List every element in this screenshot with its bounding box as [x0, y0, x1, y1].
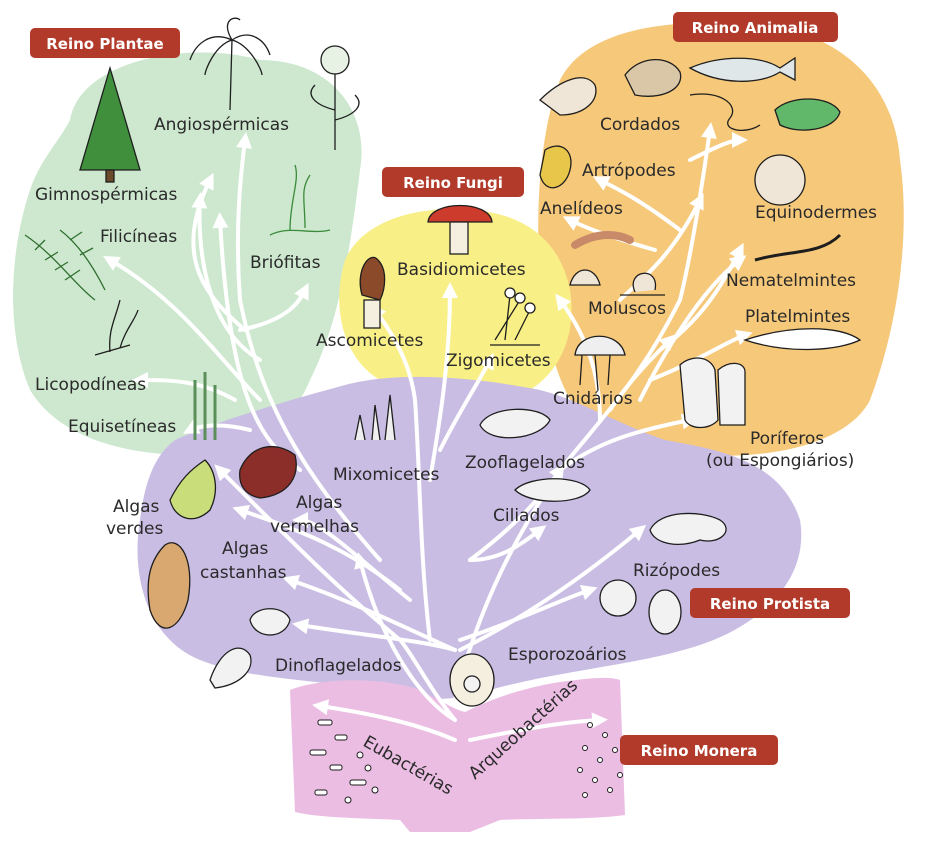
shell-illustration: [569, 269, 601, 286]
ciliate-illustration: [514, 478, 591, 502]
morel-stem-illustration: [363, 299, 381, 329]
badge-fungi: Reino Fungi: [382, 167, 524, 197]
label-anelideos: Anelídeos: [540, 199, 623, 219]
amoeba-illustration: [649, 512, 727, 545]
dinoflagellate-illustration: [209, 647, 252, 689]
flowering-plant-stem: [310, 74, 360, 150]
palm-illustration: [189, 17, 271, 111]
label-cordados: Cordados: [600, 115, 680, 135]
morel-illustration: [359, 256, 386, 301]
badge-monera-label: Reino Monera: [641, 742, 758, 760]
label-artropodes: Artrópodes: [582, 161, 676, 181]
fungi-organisms: [359, 204, 540, 346]
jellyfish-illustration: [574, 335, 626, 391]
label-algas-castanhas-2: castanhas: [200, 563, 287, 583]
monera-organisms: [309, 719, 623, 804]
label-esporozoarios: Esporozoários: [508, 645, 627, 665]
flower-illustration: [320, 45, 350, 75]
region-monera: [290, 677, 625, 832]
flatworm-illustration: [742, 328, 862, 351]
red-algae-illustration: [239, 446, 297, 499]
frog-illustration: [774, 98, 841, 131]
fish-illustration: [688, 56, 796, 82]
animalia-organisms: [539, 56, 862, 429]
zooflagellate-illustration: [479, 408, 551, 439]
mushroom-cap-illustration: [427, 204, 493, 223]
label-algas-vermelhas-2: vermelhas: [270, 517, 359, 537]
snake-illustration: [689, 93, 761, 131]
bee-illustration: [539, 145, 572, 189]
zygomycete-illustration: [490, 294, 540, 346]
radiolarian-illustration: [599, 579, 637, 617]
label-filicineas: Filicíneas: [100, 227, 177, 247]
mouse-illustration: [624, 59, 682, 97]
label-moluscos: Moluscos: [588, 299, 666, 319]
label-equisetineas: Equisetíneas: [68, 417, 176, 437]
sea-urchin-illustration: [754, 154, 806, 206]
badge-plantae: Reino Plantae: [30, 28, 180, 58]
snail-illustration: [620, 272, 665, 296]
nematode-illustration: [754, 233, 842, 262]
label-equinodermes: Equinodermes: [755, 203, 877, 223]
label-algas-verdes-2: verdes: [106, 519, 163, 539]
moss-illustration: [269, 164, 331, 236]
label-licopodineas: Licopodíneas: [35, 375, 146, 395]
badge-plantae-label: Reino Plantae: [46, 35, 163, 53]
diatom-illustration: [249, 608, 291, 636]
conifer-trunk: [105, 169, 115, 183]
label-algas-castanhas-1: Algas: [222, 539, 269, 559]
mushroom-stem-illustration: [449, 221, 469, 255]
protista-organisms: [147, 394, 727, 707]
label-cnidarios: Cnidários: [553, 389, 633, 409]
badge-protista-label: Reino Protista: [710, 595, 830, 613]
badge-monera: Reino Monera: [620, 735, 778, 765]
lycopod-illustration: [94, 299, 139, 356]
label-poriferos: Poríferos: [750, 429, 824, 449]
badge-animalia: Reino Animalia: [673, 12, 838, 42]
label-basidiomicetes: Basidiomicetes: [397, 260, 526, 280]
brown-algae-illustration: [147, 542, 191, 629]
bird-illustration: [539, 77, 597, 116]
earthworm-illustration: [571, 231, 634, 249]
slime-mold-illustration: [354, 394, 396, 441]
label-gimnospermicas: Gimnospérmicas: [35, 185, 177, 205]
foraminifera-illustration: [648, 589, 682, 635]
green-algae-illustration: [169, 459, 217, 520]
plantae-organisms: [24, 17, 360, 440]
branch-arrows: [103, 122, 753, 742]
badge-protista: Reino Protista: [690, 588, 850, 618]
label-angiospermicas: Angiospérmicas: [154, 115, 289, 135]
label-rizopodes: Rizópodes: [633, 561, 720, 581]
archaea-illustration: [577, 722, 623, 798]
eubacteria-illustration: [309, 719, 379, 804]
label-ascomicetes: Ascomicetes: [316, 331, 423, 351]
label-briofitas: Briófitas: [250, 253, 321, 273]
label-mixomicetes: Mixomicetes: [333, 465, 440, 485]
label-platelmintes: Platelmintes: [745, 307, 850, 327]
badge-animalia-label: Reino Animalia: [692, 19, 819, 37]
label-zooflagelados: Zooflagelados: [465, 453, 585, 473]
label-algas-vermelhas-1: Algas: [296, 493, 343, 513]
label-dinoflagelados: Dinoflagelados: [275, 656, 402, 676]
label-espongiarios: (ou Espongiários): [706, 451, 854, 471]
sponge-illustration: [679, 357, 746, 429]
region-fungi: [339, 208, 572, 400]
label-ciliados: Ciliados: [493, 506, 560, 526]
label-algas-verdes-1: Algas: [113, 497, 160, 517]
label-nematelmintes: Nematelmintes: [726, 271, 856, 291]
label-zigomicetes: Zigomicetes: [446, 351, 551, 371]
badge-fungi-label: Reino Fungi: [403, 174, 503, 192]
horsetail-illustration: [193, 372, 217, 440]
fern-illustration: [24, 229, 106, 301]
